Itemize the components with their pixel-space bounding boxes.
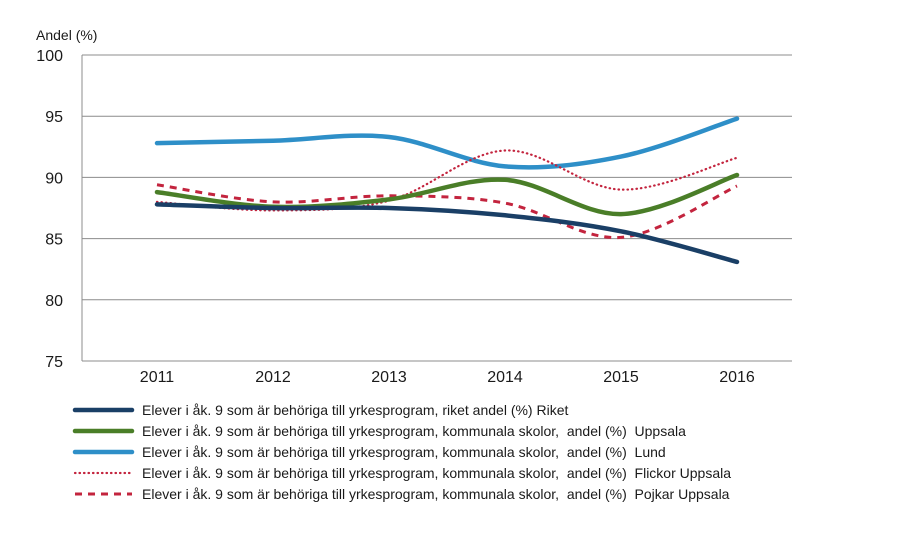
- series-lines: [154, 116, 740, 265]
- x-tick-label: 2014: [487, 369, 523, 386]
- legend-label-lund: Elever i åk. 9 som är behöriga till yrke…: [142, 444, 666, 460]
- series-line-riket: [154, 202, 740, 265]
- y-tick-labels: 75 80 85 90 95 100: [36, 48, 63, 371]
- series-line-flickor-uppsala: [155, 149, 739, 212]
- legend: Elever i åk. 9 som är behöriga till yrke…: [72, 402, 731, 502]
- y-axis-label: Andel (%): [36, 27, 97, 43]
- y-tick-label: 95: [45, 109, 63, 126]
- x-tick-label: 2013: [371, 369, 407, 386]
- x-tick-labels: 2011 2012 2013 2014 2015 2016: [140, 369, 755, 386]
- y-tick-label: 90: [45, 170, 63, 187]
- x-tick-label: 2015: [603, 369, 639, 386]
- grid-lines: [81, 54, 792, 362]
- legend-label-riket: Elever i åk. 9 som är behöriga till yrke…: [142, 402, 568, 418]
- x-tick-label: 2011: [140, 369, 175, 386]
- series-line-lund: [154, 116, 740, 170]
- y-tick-label: 80: [45, 293, 63, 310]
- y-tick-label: 100: [36, 48, 63, 65]
- legend-label-pojkar-uppsala: Elever i åk. 9 som är behöriga till yrke…: [142, 486, 730, 502]
- y-tick-label: 75: [45, 354, 63, 371]
- x-tick-label: 2016: [719, 369, 755, 386]
- legend-label-uppsala: Elever i åk. 9 som är behöriga till yrke…: [142, 423, 686, 439]
- series-line-pojkar-uppsala: [156, 183, 738, 239]
- y-tick-label: 85: [45, 232, 63, 249]
- legend-label-flickor-uppsala: Elever i åk. 9 som är behöriga till yrke…: [142, 465, 731, 481]
- x-tick-label: 2012: [255, 369, 291, 386]
